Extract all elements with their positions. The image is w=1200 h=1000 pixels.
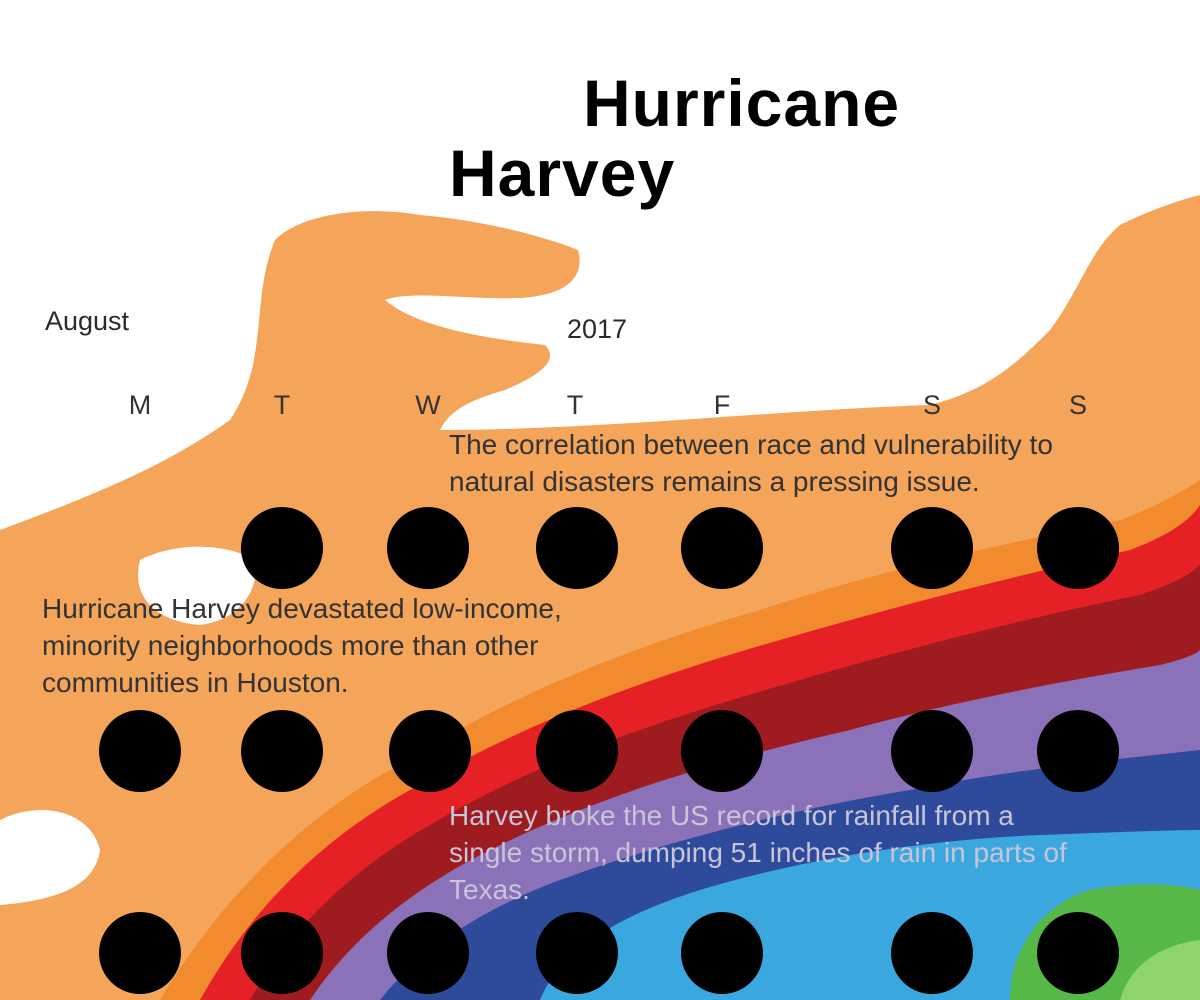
day-dot <box>681 507 763 589</box>
day-dot <box>387 912 469 994</box>
day-dot <box>1037 912 1119 994</box>
day-dot <box>891 507 973 589</box>
title-line-2: Harvey <box>449 136 676 210</box>
day-dot <box>99 710 181 792</box>
day-dot <box>681 912 763 994</box>
weekday-sun: S <box>1068 390 1087 420</box>
day-dot <box>536 912 618 994</box>
weekday-tue: T <box>273 390 291 420</box>
day-dot <box>241 710 323 792</box>
day-dot <box>681 710 763 792</box>
day-dot <box>389 710 471 792</box>
note-low-income-neighborhoods: Hurricane Harvey devastated low-income, … <box>42 593 562 698</box>
year-label: 2017 <box>567 314 628 344</box>
weekday-wed: W <box>415 390 441 420</box>
note-race-vulnerability: The correlation between race and vulnera… <box>449 429 1053 497</box>
weekday-sat: S <box>922 390 941 420</box>
day-dot <box>387 507 469 589</box>
rainfall-zone-green-inner <box>1120 940 1200 1000</box>
day-dot <box>1037 710 1119 792</box>
day-dot <box>891 710 973 792</box>
weekday-mon: M <box>128 390 152 420</box>
day-dot <box>891 912 973 994</box>
day-dot <box>99 912 181 994</box>
month-label: August <box>45 306 130 336</box>
title-line-1: Hurricane <box>583 66 901 140</box>
map-gap <box>138 546 256 625</box>
note-rainfall-record: Harvey broke the US record for rainfall … <box>449 800 1067 905</box>
day-dot <box>1037 507 1119 589</box>
day-dot <box>536 507 618 589</box>
weekday-fri: F <box>713 390 731 420</box>
day-dot <box>241 912 323 994</box>
map-gap-lower <box>0 810 100 905</box>
weekday-thu: T <box>566 390 584 420</box>
day-dot <box>241 507 323 589</box>
day-dot <box>536 710 618 792</box>
